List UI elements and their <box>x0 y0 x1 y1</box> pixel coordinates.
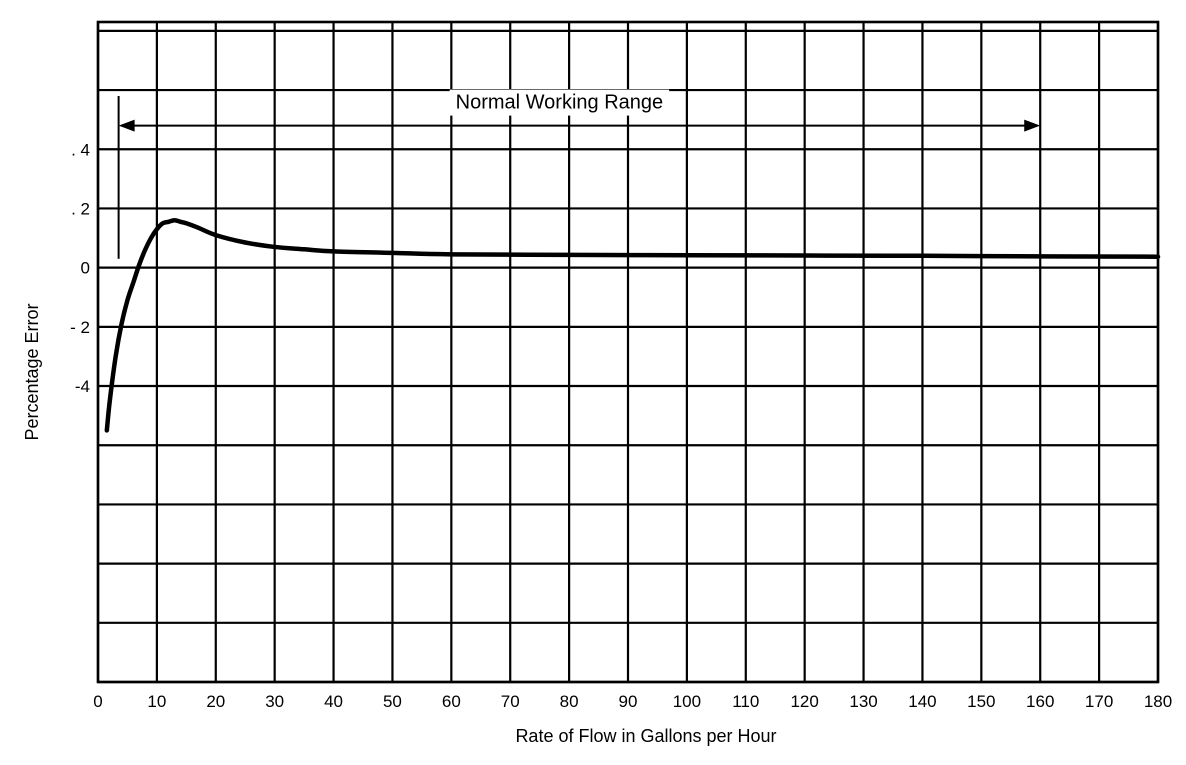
x-tick-label: 140 <box>908 692 936 711</box>
x-tick-label: 0 <box>93 692 102 711</box>
x-tick-label: 20 <box>206 692 225 711</box>
chart-annotations: Normal Working Range <box>117 89 1041 259</box>
x-tick-label: 130 <box>849 692 877 711</box>
chart-series <box>104 218 1161 433</box>
x-tick-label: 160 <box>1026 692 1054 711</box>
x-tick-label: 80 <box>560 692 579 711</box>
y-tick-label: 0 <box>81 259 90 278</box>
x-tick-label: 60 <box>442 692 461 711</box>
y-tick-label: . 2 <box>71 199 90 218</box>
x-tick-label: 10 <box>147 692 166 711</box>
working-range-arrowhead-right <box>1024 119 1041 132</box>
x-tick-label: 120 <box>790 692 818 711</box>
x-tick-label: 170 <box>1085 692 1113 711</box>
x-axis-tick-labels: 0 10 20 30 40 50 60 70 80 90 100 110 120 130 140 150 160… <box>93 692 1172 711</box>
working-range-label: Normal Working Range <box>456 92 664 114</box>
x-tick-label: 150 <box>967 692 995 711</box>
x-tick-label: 90 <box>619 692 638 711</box>
x-tick-label: 30 <box>265 692 284 711</box>
x-tick-label: 40 <box>324 692 343 711</box>
y-axis-title: Percentage Error <box>22 303 42 440</box>
x-tick-label: 70 <box>501 692 520 711</box>
working-range-arrowhead-left <box>118 119 135 132</box>
x-axis-title: Rate of Flow in Gallons per Hour <box>515 726 776 746</box>
x-tick-label: 110 <box>732 692 759 711</box>
y-tick-label: -4 <box>75 377 90 396</box>
x-tick-label: 50 <box>383 692 402 711</box>
x-tick-label: 180 <box>1144 692 1172 711</box>
y-axis-tick-labels: . 4 . 2 0 - 2 -4 <box>70 140 90 396</box>
working-range-label-background <box>449 89 670 116</box>
chart-grid <box>96 20 1160 684</box>
percentage-error-curve <box>104 218 1161 433</box>
y-tick-label: . 4 <box>71 140 90 159</box>
plot-frame <box>96 20 1160 684</box>
x-tick-label: 100 <box>673 692 701 711</box>
y-tick-label: - 2 <box>70 318 90 337</box>
